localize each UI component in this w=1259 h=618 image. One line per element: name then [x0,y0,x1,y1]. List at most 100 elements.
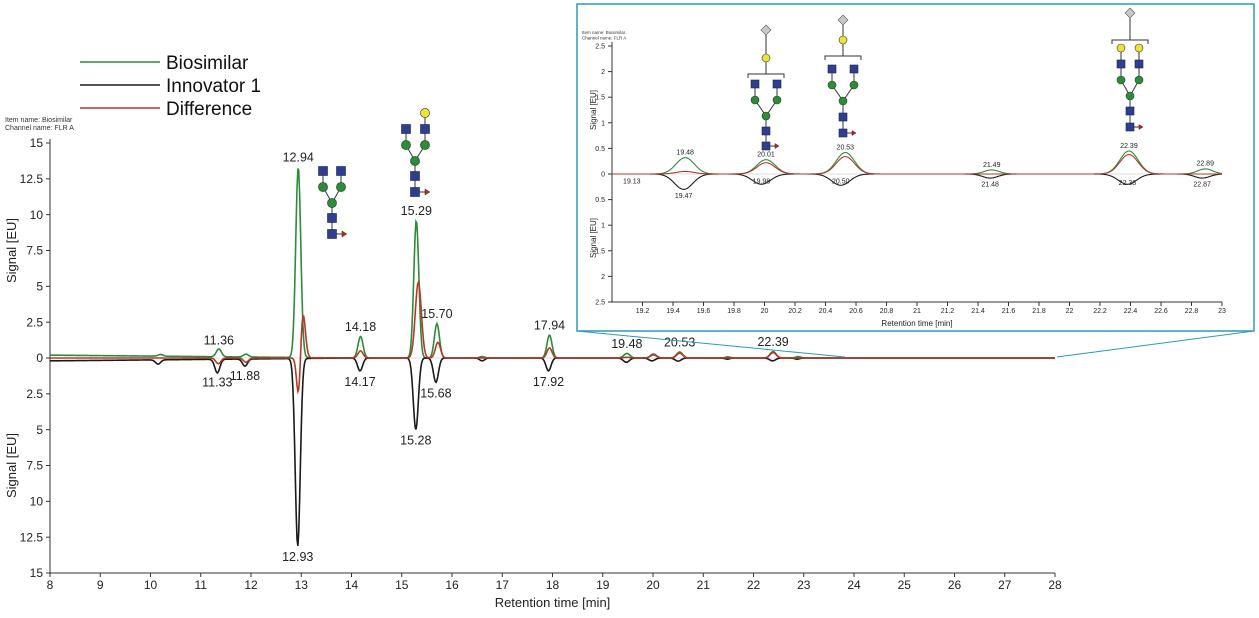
mannose-circle [327,198,337,208]
main-peak-label: 17.94 [534,318,565,332]
main-x-tick-label: 24 [847,578,861,592]
antenna-bracket [747,73,785,78]
main-series-difference [50,279,1055,395]
glcnac-square [849,64,859,74]
main-peak-label: 11.33 [202,376,232,390]
glcnac-square [750,79,760,89]
inset-header-line: Channel name: FLR A [582,36,626,41]
inset-y-axis-label-bottom: Signal [EU] [589,218,598,258]
antenna-bracket [824,55,862,60]
inset-y-tick-label: 0.5 [595,146,605,153]
mannose-circle [849,80,859,90]
inset-x-tick-label: 19.4 [666,308,680,315]
glcnac-square [761,126,771,136]
glcnac-square [772,79,782,89]
glcnac-square [838,112,848,122]
inset-x-tick-label: 19.8 [727,308,741,315]
mannose-circle [761,111,771,121]
main-peak-label: 20.53 [664,335,695,349]
main-y-tick-label: 2.5 [26,315,43,329]
mannose-circle [838,96,848,106]
inset-x-tick-label: 19.6 [697,308,711,315]
main-x-tick-label: 12 [244,578,258,592]
main-x-tick-label: 20 [646,578,660,592]
inset-peak-label: 21.48 [981,181,999,188]
inset-peak-label: 19.47 [675,193,693,200]
inset-x-tick-label: 21.4 [971,308,985,315]
main-x-tick-label: 19 [596,578,610,592]
main-x-tick-label: 28 [1048,578,1062,592]
inset-x-tick-label: 22 [1066,308,1074,315]
main-y-axis-label-bottom: Signal [EU] [4,433,19,498]
main-x-tick-label: 14 [345,578,359,592]
main-x-tick-label: 15 [395,578,409,592]
main-y-tick-label: 7.5 [26,244,43,258]
mannose-circle [318,182,328,192]
glcnac-square [410,171,420,181]
inset-peak-label: 22.89 [1196,161,1214,168]
galactose-circle [838,35,848,45]
fucose-triangle [1138,124,1144,130]
inset-x-tick-label: 23 [1218,308,1226,315]
glcnac-square [1125,122,1135,132]
main-x-tick-label: 17 [496,578,510,592]
main-y-tick-label: 5 [36,423,43,437]
main-y-tick-label: 7.5 [26,459,43,473]
inset-header-line: Item name: Biosimilar [582,30,626,35]
glcnac-square [327,213,337,223]
inset-peak-label: 20.50 [832,178,850,185]
glcnac-square [838,128,848,138]
mannose-circle [410,156,420,166]
main-x-tick-label: 11 [195,578,208,592]
mannose-circle [750,95,760,105]
main-x-axis-label: Retention time [min] [495,595,611,610]
fucose-triangle [851,130,857,136]
inset-x-tick-label: 22.6 [1154,308,1168,315]
mannose-circle [336,182,346,192]
glcnac-square [827,64,837,74]
main-peak-label: 14.17 [344,375,375,389]
inset-x-tick-label: 22.2 [1093,308,1107,315]
main-y-tick-label: 0 [36,351,43,365]
glcnac-square [420,124,430,134]
inset-peak-label: 19.48 [676,149,694,156]
main-y-axis-label-top: Signal [EU] [4,218,19,283]
glycan-inset-2 [824,14,862,138]
mannose-circle [772,95,782,105]
glcnac-square [1125,106,1135,116]
inset-peak-label: 21.49 [983,162,1001,169]
inset-peak-label: 20.53 [837,144,855,151]
main-y-tick-label: 5 [36,280,43,294]
inset-y-tick-label: 0 [601,171,605,178]
main-x-tick-label: 25 [898,578,912,592]
inset-connector-right [1056,330,1255,358]
mannose-circle [420,140,430,150]
main-x-tick-label: 23 [797,578,811,592]
inset-series-difference [612,153,1222,175]
fucose-triangle [341,230,348,238]
inset-y-axis-label-top: Signal [EU] [589,90,598,130]
main-y-tick-label: 12.5 [20,530,44,544]
inset-x-tick-label: 20.6 [849,308,863,315]
inset-x-tick-label: 20.2 [788,308,802,315]
inset-peak-label: 20.01 [757,152,775,159]
inset-y-tick-label: 1 [601,223,605,230]
inset-x-tick-label: 19.2 [636,308,650,315]
inset-y-tick-label: 0.5 [595,197,605,204]
main-chromatogram: 8 9 10 11 12 13 14 15 16 17 18 19 20 21 22 23 24 25 26 27 28… [4,117,1062,610]
inset-peak-label: 22.39 [1120,143,1138,150]
glycan-g1f [401,108,431,197]
main-peak-label: 14.18 [345,320,376,334]
mannose-circle [1134,75,1144,85]
main-x-tick-label: 8 [47,578,54,592]
legend-label-0: Biosimilar [166,53,249,74]
main-peak-label: 11.88 [230,369,260,383]
main-header-line: Channel name: FLR A [5,125,74,132]
glcnac-square [1134,59,1144,69]
glycan-inset-1 [747,24,785,151]
legend-label-1: Innovator 1 [166,76,261,97]
main-x-tick-label: 26 [948,578,962,592]
inset-frame [576,3,1255,332]
